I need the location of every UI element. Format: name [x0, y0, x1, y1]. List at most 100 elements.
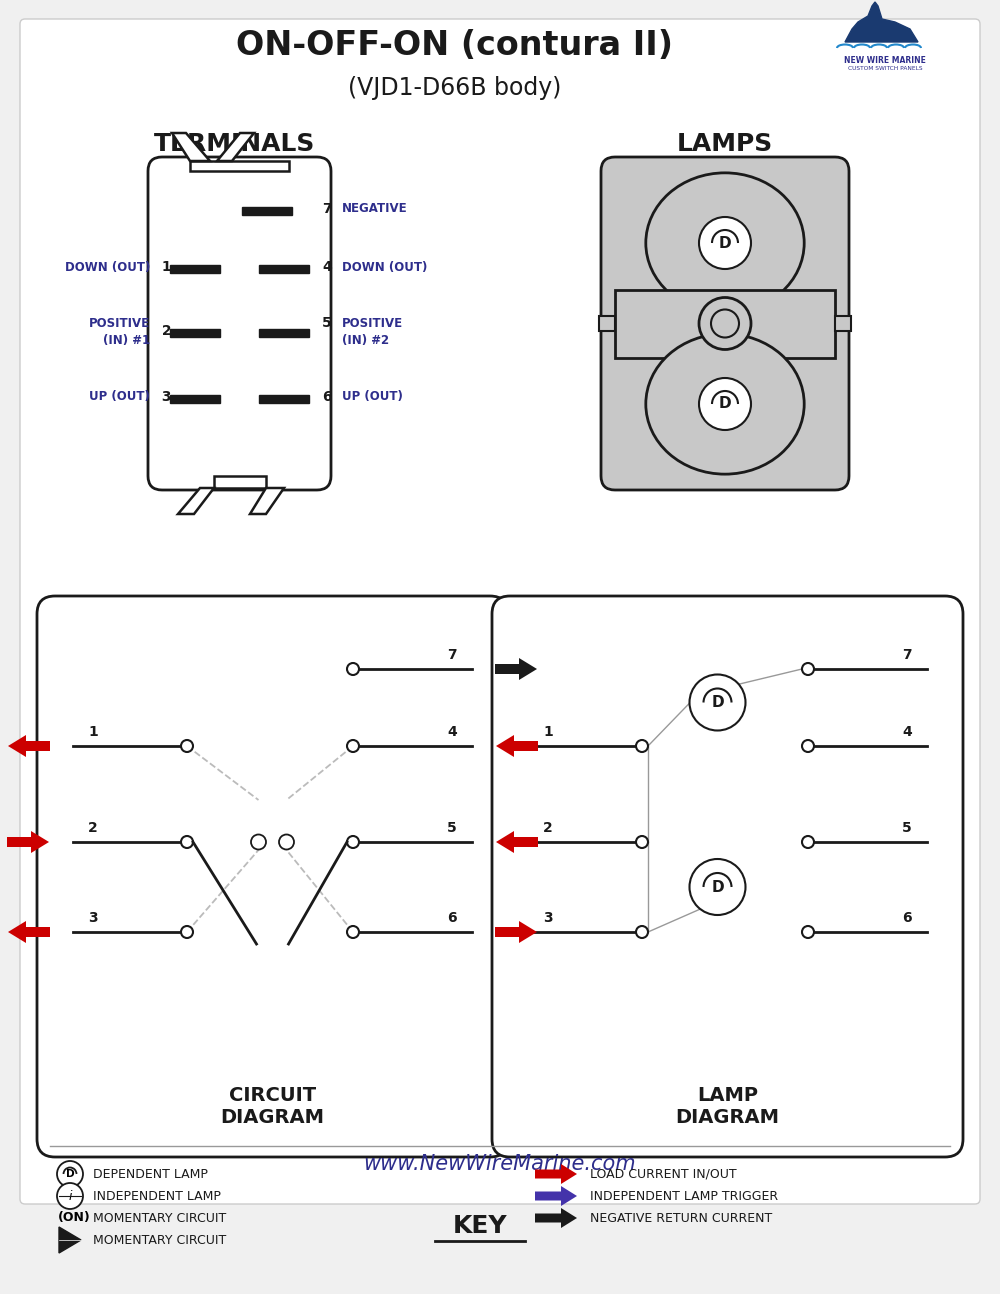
Circle shape — [347, 663, 359, 675]
Text: D: D — [711, 695, 724, 710]
FancyArrow shape — [8, 735, 50, 757]
Text: 4: 4 — [447, 725, 457, 739]
Polygon shape — [217, 133, 254, 160]
Text: MOMENTARY CIRCUIT: MOMENTARY CIRCUIT — [93, 1211, 226, 1224]
Text: 3: 3 — [543, 911, 553, 925]
Text: KEY: KEY — [453, 1214, 507, 1238]
Text: POSITIVE: POSITIVE — [89, 317, 150, 330]
Circle shape — [636, 927, 648, 938]
Circle shape — [699, 378, 751, 430]
Text: 1: 1 — [543, 725, 553, 739]
Circle shape — [347, 927, 359, 938]
Text: CUSTOM SWITCH PANELS: CUSTOM SWITCH PANELS — [848, 66, 922, 71]
Polygon shape — [178, 488, 214, 514]
Text: 3: 3 — [157, 389, 172, 404]
Text: (IN) #2: (IN) #2 — [342, 334, 389, 347]
Text: NEGATIVE RETURN CURRENT: NEGATIVE RETURN CURRENT — [590, 1211, 772, 1224]
Text: DOWN (OUT): DOWN (OUT) — [342, 260, 427, 273]
Text: INDEPENDENT LAMP: INDEPENDENT LAMP — [93, 1189, 221, 1202]
Text: 5: 5 — [447, 820, 457, 835]
Text: i: i — [68, 1189, 72, 1202]
Circle shape — [802, 663, 814, 675]
Text: DOWN (OUT): DOWN (OUT) — [65, 260, 150, 273]
Ellipse shape — [646, 334, 804, 474]
Text: 5: 5 — [902, 820, 912, 835]
Bar — [835, 317, 851, 330]
Bar — [599, 317, 615, 330]
Text: LAMP
DIAGRAM: LAMP DIAGRAM — [676, 1086, 780, 1127]
Text: 6: 6 — [902, 911, 912, 925]
Text: MOMENTARY CIRCUIT: MOMENTARY CIRCUIT — [93, 1233, 226, 1246]
Circle shape — [181, 927, 193, 938]
Text: INDEPENDENT LAMP TRIGGER: INDEPENDENT LAMP TRIGGER — [590, 1189, 778, 1202]
Circle shape — [690, 859, 746, 915]
Bar — [615, 290, 835, 357]
FancyBboxPatch shape — [148, 157, 331, 490]
Text: 7: 7 — [902, 648, 912, 663]
Text: LOAD CURRENT IN/OUT: LOAD CURRENT IN/OUT — [590, 1167, 737, 1180]
Text: 6: 6 — [322, 389, 332, 404]
Text: 4: 4 — [902, 725, 912, 739]
Circle shape — [802, 740, 814, 752]
Bar — [170, 265, 220, 273]
Circle shape — [347, 836, 359, 848]
FancyArrow shape — [535, 1165, 577, 1184]
Bar — [259, 265, 309, 273]
Text: DEPENDENT LAMP: DEPENDENT LAMP — [93, 1167, 208, 1180]
Text: 2: 2 — [88, 820, 98, 835]
FancyArrow shape — [7, 831, 49, 853]
Text: D: D — [719, 396, 731, 411]
Text: LAMPS: LAMPS — [677, 132, 773, 157]
FancyArrow shape — [8, 921, 50, 943]
Polygon shape — [59, 1227, 81, 1253]
Text: POSITIVE: POSITIVE — [342, 317, 403, 330]
FancyBboxPatch shape — [492, 597, 963, 1157]
Text: ON-OFF-ON (contura II): ON-OFF-ON (contura II) — [237, 28, 674, 62]
Polygon shape — [845, 3, 918, 41]
FancyBboxPatch shape — [37, 597, 508, 1157]
Text: UP (OUT): UP (OUT) — [89, 391, 150, 404]
Bar — [190, 160, 289, 171]
Circle shape — [699, 217, 751, 269]
Circle shape — [181, 836, 193, 848]
Text: 1: 1 — [88, 725, 98, 739]
Text: (IN) #1: (IN) #1 — [103, 334, 150, 347]
Text: D: D — [66, 1168, 74, 1179]
FancyArrow shape — [496, 831, 538, 853]
Text: 4: 4 — [322, 260, 332, 274]
FancyBboxPatch shape — [601, 157, 849, 490]
Circle shape — [347, 740, 359, 752]
Text: 3: 3 — [88, 911, 98, 925]
Bar — [170, 395, 220, 404]
Circle shape — [57, 1161, 83, 1187]
FancyArrow shape — [535, 1209, 577, 1228]
Text: D: D — [711, 880, 724, 894]
Text: TERMINALS: TERMINALS — [154, 132, 316, 157]
Circle shape — [690, 674, 746, 731]
Text: 1: 1 — [157, 260, 172, 274]
Text: www.NewWireMarine.com: www.NewWireMarine.com — [364, 1154, 636, 1174]
Bar — [214, 476, 266, 488]
Circle shape — [181, 740, 193, 752]
Text: 7: 7 — [322, 202, 332, 216]
Text: NEGATIVE: NEGATIVE — [342, 202, 408, 216]
Circle shape — [636, 740, 648, 752]
FancyArrow shape — [495, 921, 537, 943]
Text: D: D — [719, 236, 731, 251]
Polygon shape — [250, 488, 284, 514]
Circle shape — [699, 298, 751, 349]
Bar — [259, 395, 309, 404]
Ellipse shape — [646, 173, 804, 313]
Bar — [259, 329, 309, 338]
Text: 6: 6 — [447, 911, 457, 925]
Text: 2: 2 — [543, 820, 553, 835]
Circle shape — [802, 927, 814, 938]
Circle shape — [57, 1183, 83, 1209]
Circle shape — [636, 836, 648, 848]
Polygon shape — [172, 133, 210, 160]
Text: (ON): (ON) — [58, 1211, 91, 1224]
Circle shape — [279, 835, 294, 849]
Text: UP (OUT): UP (OUT) — [342, 391, 403, 404]
Text: (VJD1-D66B body): (VJD1-D66B body) — [348, 76, 562, 100]
FancyArrow shape — [495, 659, 537, 681]
